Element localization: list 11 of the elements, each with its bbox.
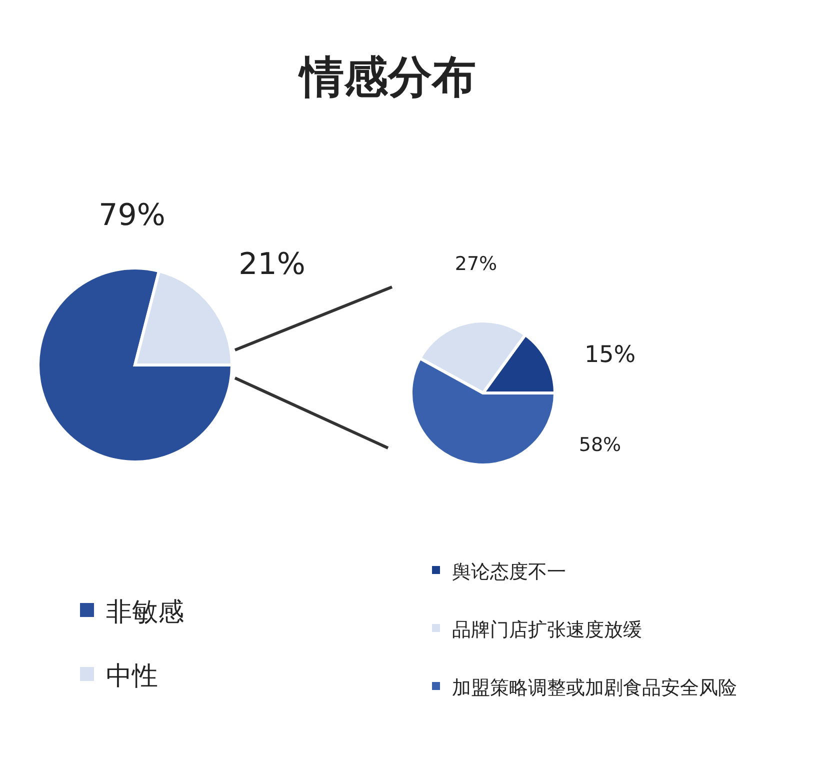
data-label: 27%: [454, 253, 498, 275]
chart-title: 情感分布: [298, 52, 476, 103]
data-label: 79%: [98, 198, 166, 233]
legend-label: 中性: [106, 661, 158, 692]
data-label: 58%: [578, 434, 622, 456]
legend-label: 舆论态度不一: [452, 560, 566, 583]
legend-label: 加盟策略调整或加剧食品安全风险: [452, 676, 737, 699]
legend-label: 非敏感: [106, 597, 184, 628]
data-label: 21%: [238, 247, 306, 282]
legend-label: 品牌门店扩张速度放缓: [452, 618, 642, 641]
data-label: 15%: [584, 342, 636, 368]
